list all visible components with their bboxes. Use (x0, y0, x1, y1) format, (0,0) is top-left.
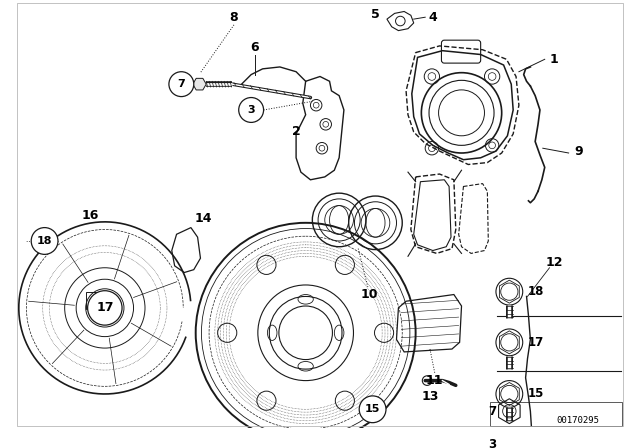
Circle shape (88, 291, 122, 325)
Bar (490, 402, 622, 426)
Text: 4: 4 (428, 11, 437, 24)
Text: 16: 16 (82, 209, 99, 222)
Text: 5: 5 (371, 8, 380, 21)
Text: 1: 1 (550, 53, 559, 66)
Circle shape (31, 228, 58, 254)
Text: 6: 6 (251, 41, 259, 54)
Text: 8: 8 (230, 11, 238, 24)
Text: 12: 12 (545, 256, 563, 270)
Circle shape (359, 396, 386, 422)
Text: 15: 15 (528, 388, 544, 401)
Text: 18: 18 (528, 285, 544, 298)
Text: 10: 10 (361, 288, 378, 301)
Text: 14: 14 (195, 211, 212, 224)
Circle shape (239, 98, 264, 122)
Bar (535, 436, 593, 448)
Text: 3: 3 (488, 438, 496, 448)
Text: 17: 17 (528, 336, 544, 349)
Text: 3: 3 (247, 105, 255, 115)
Text: 18: 18 (37, 236, 52, 246)
Text: 13: 13 (421, 390, 438, 403)
Bar (86, 292, 97, 309)
Text: 11: 11 (426, 374, 444, 387)
Text: 15: 15 (365, 404, 380, 414)
Text: 2: 2 (292, 125, 300, 138)
Text: 9: 9 (574, 145, 582, 158)
Text: 17: 17 (96, 302, 113, 314)
Circle shape (169, 72, 194, 97)
Text: 00170295: 00170295 (557, 416, 600, 425)
Text: 7: 7 (177, 79, 185, 89)
Text: 7: 7 (488, 405, 496, 418)
